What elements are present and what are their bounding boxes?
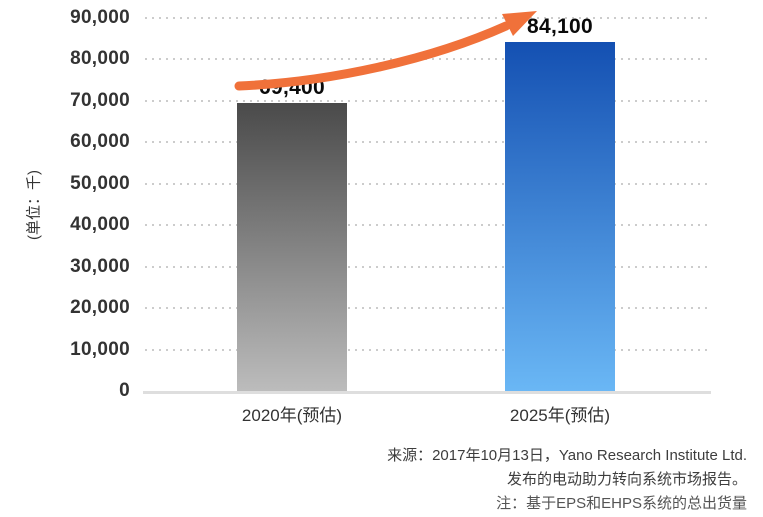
y-tick-label: 20,000 [70,297,130,319]
gridline [145,182,711,185]
y-axis-ticks: 90,000 80,000 70,000 60,000 50,000 40,000 30,0… [0,7,130,401]
note-line: 注：基于EPS和EHPS系统的总出货量 [496,495,747,512]
x-category-label: 2020年(预估) [241,406,343,425]
source-line-1: 来源：2017年10月13日，Yano Research Institute L… [387,447,747,464]
bar-2020 [237,103,347,391]
gridline [145,224,711,227]
x-category-label: 2025年(预估) [509,406,611,425]
y-tick-label: 50,000 [70,172,130,194]
source-note: 来源：2017年10月13日，Yano Research Institute L… [387,444,747,516]
gridline [145,265,711,268]
bar-group: 69,400 [237,76,347,391]
y-tick-label: 60,000 [70,131,130,153]
y-tick-label: 30,000 [70,255,130,277]
gridline [145,99,711,102]
gridline [145,58,711,61]
source-line-2: 发布的电动助力转向系统市场报告。 [506,471,747,488]
gridline [145,17,711,19]
y-tick-label: 90,000 [70,7,130,28]
bar-2025 [505,42,615,391]
bar-group: 84,100 [505,15,615,391]
gridline [145,348,711,351]
plot-area: 69,400 2020年(预估) 84,100 2025年(预估) [143,15,711,425]
y-tick-label: 0 [119,380,130,401]
y-tick-label: 10,000 [70,338,130,360]
bar-value-label: 84,100 [526,15,594,39]
x-axis-line [143,391,711,394]
y-tick-label: 40,000 [70,214,130,236]
bar-value-label: 69,400 [258,76,326,100]
y-tick-label: 70,000 [70,89,130,111]
gridline [145,307,711,310]
y-tick-label: 80,000 [70,48,130,70]
gridline [145,141,711,144]
